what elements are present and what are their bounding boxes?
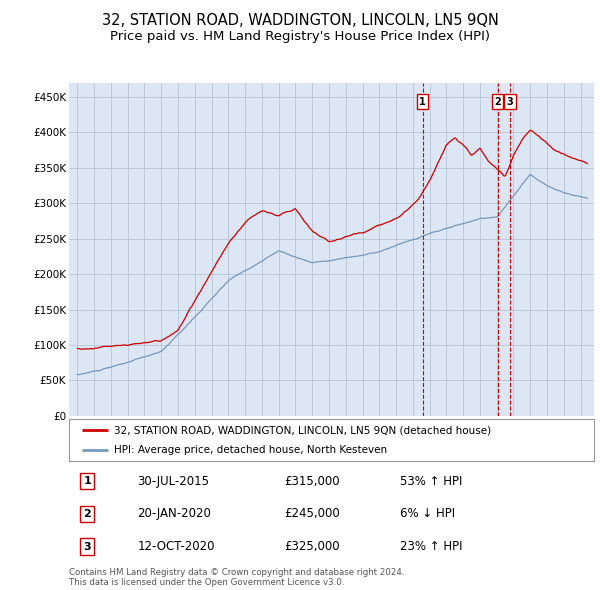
Text: 2: 2 — [494, 97, 501, 107]
Text: 30-JUL-2015: 30-JUL-2015 — [137, 475, 209, 488]
Text: Price paid vs. HM Land Registry's House Price Index (HPI): Price paid vs. HM Land Registry's House … — [110, 30, 490, 43]
Text: £245,000: £245,000 — [284, 507, 340, 520]
Text: 53% ↑ HPI: 53% ↑ HPI — [400, 475, 462, 488]
Text: £315,000: £315,000 — [284, 475, 340, 488]
Text: 12-OCT-2020: 12-OCT-2020 — [137, 540, 215, 553]
Text: £325,000: £325,000 — [284, 540, 340, 553]
Text: 32, STATION ROAD, WADDINGTON, LINCOLN, LN5 9QN (detached house): 32, STATION ROAD, WADDINGTON, LINCOLN, L… — [113, 425, 491, 435]
Text: 23% ↑ HPI: 23% ↑ HPI — [400, 540, 462, 553]
Text: 32, STATION ROAD, WADDINGTON, LINCOLN, LN5 9QN: 32, STATION ROAD, WADDINGTON, LINCOLN, L… — [101, 13, 499, 28]
Text: 3: 3 — [83, 542, 91, 552]
Text: HPI: Average price, detached house, North Kesteven: HPI: Average price, detached house, Nort… — [113, 445, 387, 455]
Text: 20-JAN-2020: 20-JAN-2020 — [137, 507, 211, 520]
Text: 1: 1 — [419, 97, 426, 107]
Text: 2: 2 — [83, 509, 91, 519]
Text: 6% ↓ HPI: 6% ↓ HPI — [400, 507, 455, 520]
Text: Contains HM Land Registry data © Crown copyright and database right 2024.
This d: Contains HM Land Registry data © Crown c… — [69, 568, 404, 587]
Text: 3: 3 — [506, 97, 514, 107]
Text: 1: 1 — [83, 476, 91, 486]
